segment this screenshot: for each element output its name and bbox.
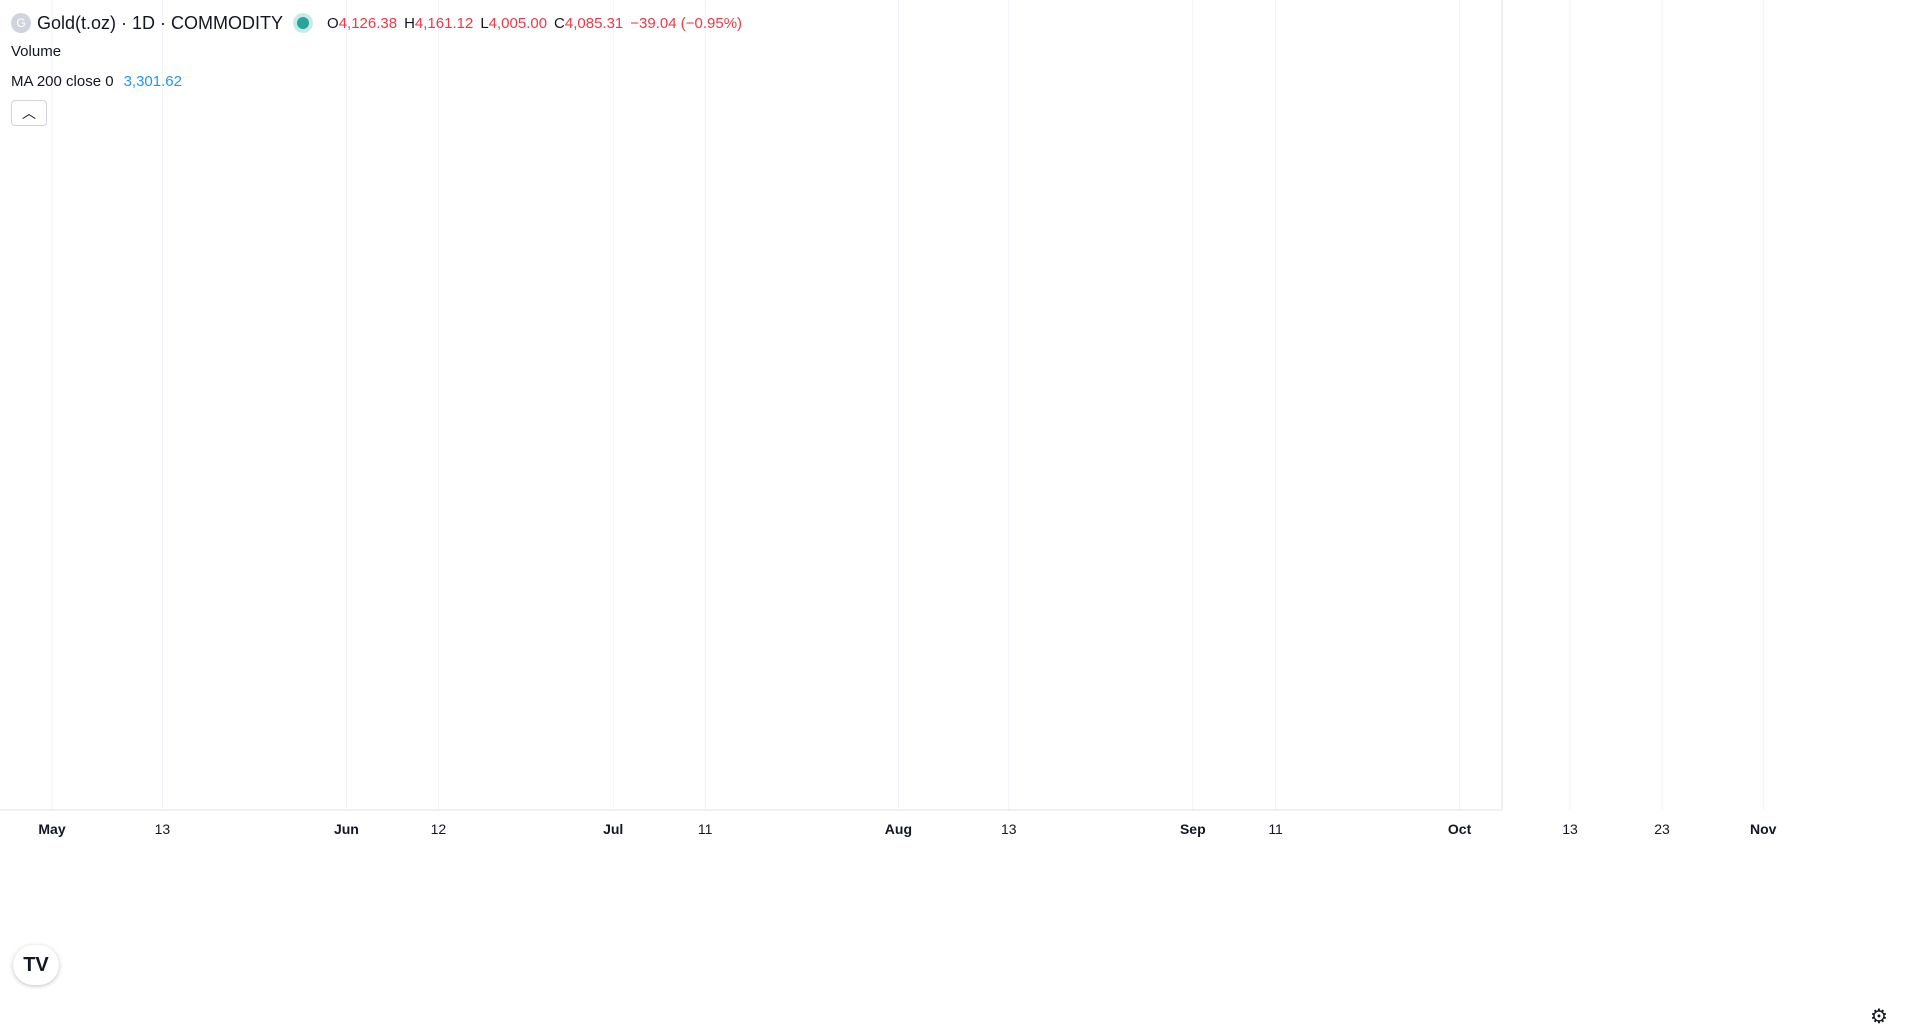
ma-label[interactable]: MA 200 close 0 <box>11 72 114 90</box>
x-tick-label: Jul <box>603 821 623 837</box>
x-tick-label: 11 <box>1268 821 1283 837</box>
ohlc-value: 4,161.12 <box>414 15 474 32</box>
x-tick-label: 23 <box>1654 821 1670 837</box>
symbol-title[interactable]: Gold(t.oz) · 1D · COMMODITY <box>37 12 284 33</box>
ohlc-key: H <box>404 15 415 32</box>
ohlc-value: 4,085.31 <box>564 15 624 32</box>
x-tick-label: 11 <box>698 821 713 837</box>
ma-row: MA 200 close 0 3,301.62 <box>11 66 749 96</box>
gear-icon[interactable]: ⚙ <box>1870 1006 1888 1028</box>
x-tick-label: Nov <box>1750 821 1777 837</box>
x-tick-label: Jun <box>334 821 359 837</box>
x-tick-label: Aug <box>885 821 912 837</box>
tradingview-logo[interactable]: TV <box>13 945 59 985</box>
x-tick-label: May <box>38 821 65 837</box>
ma-value: 3,301.62 <box>123 72 182 90</box>
x-tick-label: Oct <box>1448 821 1472 837</box>
x-tick-label: Sep <box>1180 821 1206 837</box>
symbol-logo-icon: G <box>11 13 31 33</box>
volume-label[interactable]: Volume <box>11 42 62 60</box>
x-tick-label: 13 <box>1001 821 1017 837</box>
x-tick-label: 12 <box>431 821 447 837</box>
collapse-legend-button[interactable]: ︿ <box>11 100 47 126</box>
x-tick-label: 13 <box>1562 821 1578 837</box>
ohlc-value: 4,005.00 <box>488 15 548 32</box>
symbol-row: G Gold(t.oz) · 1D · COMMODITY O4,126.38 H… <box>11 10 749 36</box>
ohlc-values: O4,126.38 H4,161.12 L4,005.00 C4,085.31 <box>327 13 630 33</box>
ohlc-key: C <box>554 15 565 32</box>
ohlc-key: L <box>480 15 489 32</box>
market-status-icon <box>297 17 310 29</box>
x-tick-label: 13 <box>155 821 171 837</box>
ohlc-value: 4,126.38 <box>338 15 398 32</box>
chart-legend: G Gold(t.oz) · 1D · COMMODITY O4,126.38 H… <box>11 10 749 126</box>
ohlc-key: O <box>327 15 339 32</box>
chevron-up-icon: ︿ <box>22 105 36 121</box>
price-change: −39.04 (−0.95%) <box>630 14 743 32</box>
volume-row: Volume <box>11 36 749 66</box>
